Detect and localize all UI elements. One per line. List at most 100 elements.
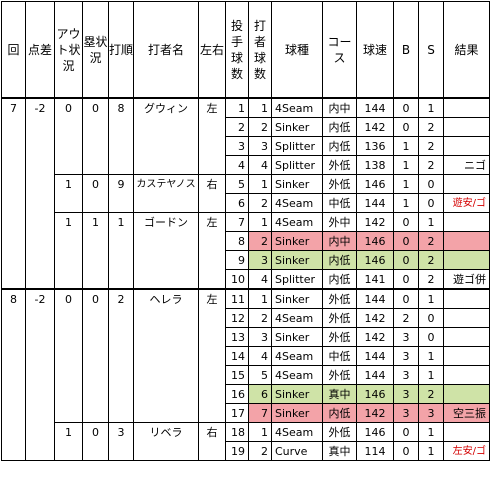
strikes-cell: 3: [418, 403, 444, 423]
batter-name-cell: [133, 193, 199, 213]
handedness-cell: 左: [198, 288, 226, 309]
location-cell: 中低: [322, 193, 357, 213]
outs-cell: [54, 365, 83, 385]
strikes-cell: 1: [418, 212, 444, 232]
batter-pitch-count-cell: 4: [248, 155, 272, 175]
inning-cell: [1, 136, 26, 156]
result-cell: [443, 327, 490, 347]
outs-cell: [54, 193, 83, 213]
inning-cell: [1, 212, 26, 232]
speed-cell: 138: [356, 155, 394, 175]
speed-cell: 144: [356, 365, 394, 385]
outs-cell: [54, 346, 83, 366]
handedness-cell: [198, 269, 226, 290]
table-row: 3 3 Splitter 内低 136 1 2: [1, 136, 490, 156]
table-row: 7 -2 0 0 8 グウィン左 1 1 4Seam 内中 144 0 1: [1, 97, 490, 118]
result-cell: [443, 288, 490, 309]
result-cell: [443, 422, 490, 442]
pitch-log-table: 回 点差 アウト状況 塁状況 打順 打者名 左右 投手球数 打者球数 球種 コー…: [1, 1, 490, 461]
batting-order-cell: [108, 441, 134, 461]
header-balls: B: [393, 1, 419, 99]
pitch-type-cell: Sinker: [271, 384, 323, 404]
bases-cell: 0: [82, 422, 109, 442]
bases-cell: 1: [82, 212, 109, 232]
speed-cell: 142: [356, 308, 394, 328]
outs-cell: [54, 441, 83, 461]
score-diff-cell: [25, 308, 55, 328]
batter-pitch-count-cell: 1: [248, 422, 272, 442]
pitch-type-cell: 4Seam: [271, 193, 323, 213]
handedness-cell: [198, 308, 226, 328]
balls-cell: 1: [393, 174, 419, 194]
location-cell: 外中: [322, 212, 357, 232]
batter-name-cell: [133, 384, 199, 404]
handedness-cell: [198, 136, 226, 156]
header-handedness: 左右: [198, 1, 226, 99]
batter-pitch-count-cell: 2: [248, 193, 272, 213]
strikes-cell: 0: [418, 174, 444, 194]
pitch-type-cell: 4Seam: [271, 422, 323, 442]
batting-order-cell: [108, 155, 134, 175]
pitcher-pitch-count-cell: 16: [225, 384, 249, 404]
batter-pitch-count-cell: 3: [248, 250, 272, 270]
bases-cell: [82, 269, 109, 290]
result-cell: [443, 308, 490, 328]
handedness-cell: [198, 384, 226, 404]
outs-cell: 1: [54, 422, 83, 442]
score-diff-cell: [25, 136, 55, 156]
batter-name-cell: リベラ: [133, 422, 199, 442]
speed-cell: 144: [356, 97, 394, 118]
location-cell: 外低: [322, 288, 357, 309]
pitcher-pitch-count-cell: 17: [225, 403, 249, 423]
speed-cell: 142: [356, 327, 394, 347]
pitcher-pitch-count-cell: 2: [225, 117, 249, 137]
pitch-log-body: 7 -2 0 0 8 グウィン左 1 1 4Seam 内中 144 0 1 2 2 Sinker 内低 142 0 2…: [1, 97, 490, 461]
balls-cell: 0: [393, 250, 419, 270]
pitcher-pitch-count-cell: 12: [225, 308, 249, 328]
pitch-type-cell: 4Seam: [271, 308, 323, 328]
location-cell: 真中: [322, 441, 357, 461]
table-row: 1 0 9 カステヤノス右 5 1 Sinker 外低 146 1 0: [1, 174, 490, 194]
speed-cell: 146: [356, 231, 394, 251]
outs-cell: [54, 231, 83, 251]
score-diff-cell: [25, 212, 55, 232]
batting-order-cell: [108, 403, 134, 423]
bases-cell: [82, 346, 109, 366]
pitch-type-cell: 4Seam: [271, 365, 323, 385]
table-row: 13 3 Sinker 外低 142 3 0: [1, 327, 490, 347]
inning-cell: [1, 174, 26, 194]
result-cell: [443, 231, 490, 251]
location-cell: 外低: [322, 422, 357, 442]
batter-pitch-count-cell: 1: [248, 97, 272, 118]
handedness-cell: [198, 403, 226, 423]
batter-name-cell: ヘレラ: [133, 288, 199, 309]
bases-cell: [82, 117, 109, 137]
handedness-cell: [198, 155, 226, 175]
batter-pitch-count-cell: 2: [248, 308, 272, 328]
balls-cell: 3: [393, 346, 419, 366]
pitch-type-cell: Splitter: [271, 136, 323, 156]
outs-cell: [54, 384, 83, 404]
batter-name-cell: [133, 136, 199, 156]
strikes-cell: 0: [418, 193, 444, 213]
batting-order-cell: [108, 250, 134, 270]
batter-name-cell: [133, 155, 199, 175]
speed-cell: 144: [356, 193, 394, 213]
handedness-cell: 左: [198, 97, 226, 118]
batter-name-cell: [133, 269, 199, 290]
result-cell: [443, 136, 490, 156]
outs-cell: 1: [54, 212, 83, 232]
strikes-cell: 2: [418, 136, 444, 156]
header-row: 回 点差 アウト状況 塁状況 打順 打者名 左右 投手球数 打者球数 球種 コー…: [1, 1, 490, 99]
pitcher-pitch-count-cell: 9: [225, 250, 249, 270]
batter-name-cell: [133, 327, 199, 347]
table-row: 9 3 Sinker 内低 146 0 2: [1, 250, 490, 270]
location-cell: 内中: [322, 231, 357, 251]
batting-order-cell: [108, 365, 134, 385]
result-cell: [443, 250, 490, 270]
score-diff-cell: [25, 155, 55, 175]
speed-cell: 142: [356, 212, 394, 232]
inning-cell: [1, 308, 26, 328]
handedness-cell: [198, 193, 226, 213]
pitcher-pitch-count-cell: 19: [225, 441, 249, 461]
